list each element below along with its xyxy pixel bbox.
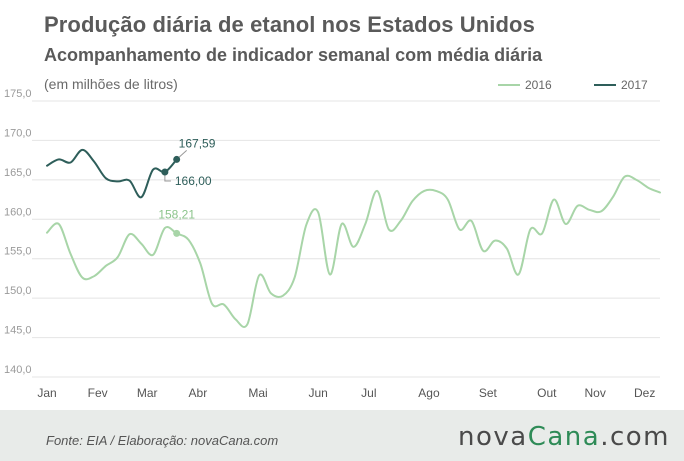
annotation-point	[161, 168, 169, 176]
y-tick-label: 155,0	[4, 246, 32, 258]
legend-label-2017: 2017	[621, 78, 648, 92]
y-tick-label: 165,0	[4, 167, 32, 179]
annotation-label: 166,00	[175, 174, 212, 188]
x-tick-label: Dez	[634, 386, 655, 400]
x-tick-label: Ago	[418, 386, 440, 400]
brand-suffix: .com	[600, 422, 670, 452]
x-tick-label: Out	[537, 386, 557, 400]
annotation-layer: 167,59 166,00 158,21	[158, 136, 216, 237]
annotation-point	[173, 155, 181, 163]
y-tick-label: 170,0	[4, 127, 32, 139]
line-chart: 140,0 145,0 150,0 155,0 160,0 165,0 170,0 175,0…	[4, 78, 661, 400]
legend-label-2016: 2016	[525, 78, 552, 92]
x-tick-label: Jul	[361, 386, 376, 400]
y-tick-label: 175,0	[4, 88, 32, 100]
x-tick-label: Jan	[37, 386, 56, 400]
y-tick-label: 150,0	[4, 285, 32, 297]
brand-logo: novaCana.com	[458, 422, 670, 452]
chart-subtitle: Acompanhamento de indicador semanal com …	[44, 45, 543, 65]
y-tick-label: 140,0	[4, 364, 32, 376]
annotation-label: 167,59	[179, 136, 216, 150]
chart-card: Produção diária de etanol nos Estados Un…	[0, 0, 684, 410]
legend: 2016 2017	[498, 78, 648, 92]
x-tick-label: Jun	[308, 386, 327, 400]
series-layer	[46, 148, 661, 328]
x-tick-label: Nov	[584, 386, 605, 400]
unit-note: (em milhões de litros)	[44, 76, 178, 92]
source-note: Fonte: EIA / Elaboração: novaCana.com	[46, 433, 279, 448]
x-tick-label: Fev	[88, 386, 108, 400]
annotation-point	[173, 229, 181, 237]
annotation-label: 158,21	[158, 207, 195, 221]
x-tick-label: Abr	[189, 386, 208, 400]
x-tick-label: Mai	[248, 386, 267, 400]
grid-layer	[32, 100, 660, 378]
brand-prefix: nova	[457, 422, 528, 452]
y-tick-label: 160,0	[4, 206, 32, 218]
series-line-2016	[46, 174, 661, 328]
series-line-2017	[46, 148, 178, 199]
axis-layer: 140,0 145,0 150,0 155,0 160,0 165,0 170,0 175,0…	[4, 88, 655, 400]
chart-title: Produção diária de etanol nos Estados Un…	[44, 12, 535, 37]
x-tick-label: Set	[479, 386, 498, 400]
brand-accent: Cana	[527, 422, 601, 452]
x-tick-label: Mar	[137, 386, 158, 400]
y-tick-label: 145,0	[4, 325, 32, 337]
footer: Fonte: EIA / Elaboração: novaCana.com no…	[0, 410, 684, 461]
